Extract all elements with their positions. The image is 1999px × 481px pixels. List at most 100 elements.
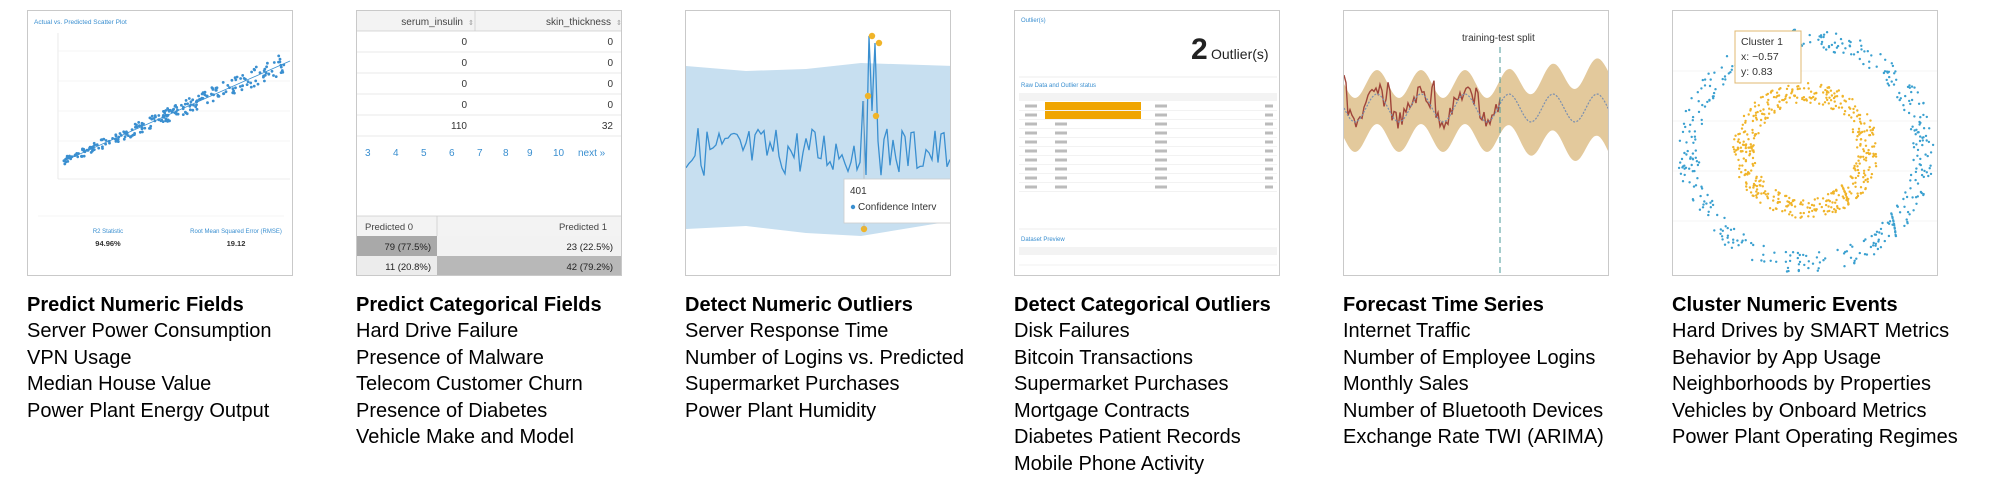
example-link[interactable]: Number of Bluetooth Devices	[1343, 399, 1604, 422]
example-link[interactable]: Median House Value	[27, 373, 212, 395]
example-link[interactable]: Presence of Malware	[356, 346, 544, 369]
cluster-point	[1869, 119, 1872, 122]
cluster-point	[1801, 96, 1804, 100]
example-link[interactable]: Vehicles by Onboard Metrics	[1672, 399, 1927, 422]
scatter-point	[254, 65, 258, 69]
example-link[interactable]: Vehicle Make and Model	[356, 426, 574, 448]
cluster-point	[1727, 241, 1730, 244]
example-link[interactable]: Neighborhoods by Properties	[1672, 373, 1932, 395]
example-link[interactable]: Internet Traffic	[1343, 320, 1471, 342]
page-link: 3	[365, 148, 371, 159]
example-link[interactable]: Server Response Time	[685, 320, 889, 342]
thumbnail-outlier-table[interactable]: Outlier(s) 2 Outlier(s) Raw Data and Out…	[1014, 10, 1280, 276]
cluster-point	[1853, 261, 1856, 264]
cluster-point	[1703, 78, 1707, 81]
thumbnail-table[interactable]: serum_insulin skin_thickness ⇕ ⇕ 0 0 0 0 0…	[356, 10, 622, 276]
cluster-point	[1694, 138, 1697, 141]
cluster-point	[1835, 95, 1839, 98]
cluster-point	[1732, 227, 1736, 231]
thumbnail-forecast-chart[interactable]: training-test split	[1343, 10, 1609, 276]
cluster-point	[1800, 215, 1803, 218]
cluster-point	[1820, 40, 1824, 44]
cluster-point	[1923, 169, 1926, 173]
cluster-point	[1744, 168, 1747, 172]
cluster-point	[1914, 178, 1917, 182]
example-link[interactable]: Supermarket Purchases	[1014, 373, 1229, 395]
example-link[interactable]: Server Power Consumption	[27, 320, 272, 342]
example-link[interactable]: Power Plant Operating Regimes	[1672, 426, 1958, 448]
thumbnail-scatter-plot[interactable]: Actual vs. Predicted Scatter Plot R2 Sta…	[27, 10, 293, 276]
pagination[interactable]: 3 4 5 6 7 8 9 10 next »	[365, 148, 606, 159]
scatter-point	[113, 137, 117, 141]
example-link[interactable]: Mobile Phone Activity	[1014, 452, 1205, 475]
cluster-point	[1865, 253, 1869, 256]
thumbnail-cluster-chart[interactable]: Cluster 1 x: −0.57 y: 0.83	[1672, 10, 1938, 276]
example-link[interactable]: Behavior by App Usage	[1672, 346, 1882, 369]
highlighted-cell	[1045, 111, 1141, 119]
example-link[interactable]: Telecom Customer Churn	[356, 373, 583, 395]
thumbnail-outlier-chart[interactable]: 401 Confidence Interv	[685, 10, 951, 276]
cluster-point	[1786, 266, 1790, 270]
cluster-point	[1738, 167, 1741, 170]
cluster-point	[1761, 95, 1764, 99]
cluster-point	[1892, 223, 1895, 226]
cluster-point	[1855, 257, 1858, 260]
caption: Forecast Time Series Internet Traffic Nu…	[1343, 292, 1643, 451]
cluster-point	[1784, 260, 1788, 263]
example-link[interactable]: Monthly Sales	[1343, 373, 1469, 395]
cluster-point	[1919, 135, 1922, 138]
example-link[interactable]: VPN Usage	[27, 346, 132, 369]
cluster-point	[1843, 190, 1846, 194]
cluster-point	[1772, 195, 1775, 198]
cluster-point	[1870, 176, 1873, 179]
cluster-point	[1915, 128, 1918, 131]
scatter-point	[238, 85, 242, 88]
example-link[interactable]: Number of Logins vs. Predicted	[685, 346, 965, 369]
example-link[interactable]: Presence of Diabetes	[356, 399, 548, 422]
cluster-point	[1741, 123, 1744, 127]
scatter-point	[138, 130, 142, 134]
cluster-point	[1849, 40, 1852, 44]
example-link[interactable]: Disk Failures	[1014, 320, 1130, 342]
cluster-point	[1762, 191, 1766, 195]
cluster-point	[1863, 130, 1866, 133]
cluster-point	[1795, 101, 1798, 105]
cluster-point	[1806, 206, 1809, 209]
scatter-point	[263, 67, 267, 71]
cluster-point	[1789, 210, 1792, 214]
scatter-point	[89, 151, 93, 154]
scatter-point	[187, 97, 191, 100]
example-link[interactable]: Supermarket Purchases	[685, 373, 900, 395]
cluster-point	[1903, 108, 1906, 112]
cluster-point	[1773, 111, 1776, 114]
cluster-point	[1922, 113, 1925, 117]
cluster-point	[1796, 96, 1799, 99]
cluster-point	[1917, 102, 1921, 106]
cluster-point	[1744, 160, 1748, 163]
example-link[interactable]: Bitcoin Transactions	[1014, 346, 1193, 369]
cluster-point	[1757, 104, 1760, 107]
cluster-point	[1816, 269, 1819, 272]
scatter-point	[92, 141, 96, 145]
cluster-point	[1772, 199, 1775, 202]
cluster-point	[1764, 116, 1767, 119]
cluster-point	[1820, 42, 1823, 46]
scatter-point	[234, 86, 237, 90]
example-link[interactable]: Hard Drives by SMART Metrics	[1672, 320, 1950, 342]
example-link[interactable]: Diabetes Patient Records	[1014, 426, 1241, 448]
example-link[interactable]: Exchange Rate TWI (ARIMA)	[1343, 426, 1604, 448]
example-link[interactable]: Mortgage Contracts	[1014, 399, 1190, 422]
cluster-point	[1724, 78, 1727, 81]
scatter-point	[104, 139, 108, 142]
cluster-point	[1862, 169, 1866, 172]
cluster-point	[1766, 101, 1769, 104]
cluster-point	[1827, 45, 1831, 48]
sort-icon: ⇕	[468, 19, 474, 27]
example-link[interactable]: Number of Employee Logins	[1343, 346, 1596, 369]
example-link[interactable]: Hard Drive Failure	[356, 320, 519, 342]
example-link[interactable]: Power Plant Humidity	[685, 399, 877, 422]
cluster-point	[1778, 200, 1781, 204]
scatter-point	[191, 108, 195, 112]
table-cell: 0	[461, 100, 467, 111]
example-link[interactable]: Power Plant Energy Output	[27, 399, 270, 422]
